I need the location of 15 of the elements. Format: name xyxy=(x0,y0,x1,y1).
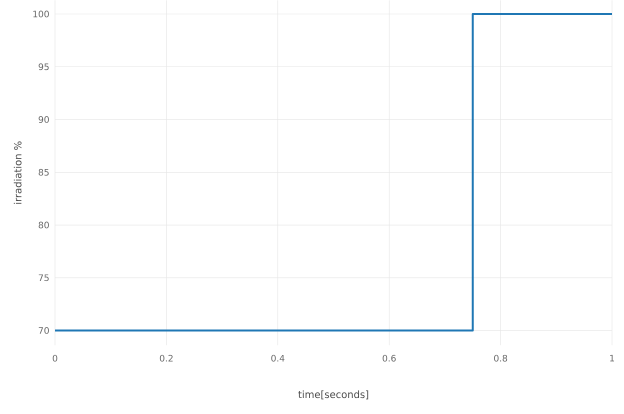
x-tick-label: 0.8 xyxy=(494,354,508,362)
y-tick-label: 85 xyxy=(38,168,49,176)
x-tick-label: 0.6 xyxy=(382,354,396,362)
y-tick-label: 70 xyxy=(38,326,49,334)
y-tick-label: 95 xyxy=(38,63,49,70)
x-axis-title: time[seconds] xyxy=(298,390,368,400)
y-tick-label: 90 xyxy=(38,116,49,123)
x-tick-label: 0.2 xyxy=(160,354,173,362)
y-tick-label: 100 xyxy=(33,10,49,18)
y-tick-label: 80 xyxy=(38,221,49,228)
x-tick-label: 1 xyxy=(610,354,614,362)
y-axis-title: irradiation % xyxy=(14,141,22,204)
x-tick-label: 0.4 xyxy=(271,354,284,362)
x-tick-label: 0 xyxy=(52,354,58,362)
y-tick-label: 75 xyxy=(38,274,49,281)
